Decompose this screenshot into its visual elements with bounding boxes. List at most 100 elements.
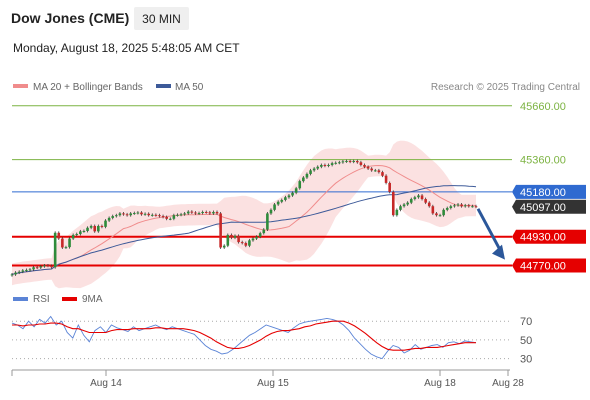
ma50-legend-label: MA 50 — [175, 82, 204, 93]
candle-body — [86, 227, 89, 231]
candle-body — [64, 247, 68, 249]
candle-body — [186, 211, 190, 214]
candle-body — [14, 272, 17, 275]
candle-body — [43, 265, 46, 267]
candle-body — [176, 214, 179, 216]
rsi-level-label-30: 30 — [520, 354, 532, 366]
candle-body — [25, 269, 28, 271]
x-axis: Aug 14 Aug 15 Aug 18 Aug 28 — [11, 369, 524, 389]
ma20-line — [11, 164, 477, 275]
candle-body — [50, 265, 53, 268]
candle-body — [266, 213, 269, 230]
rsi-legend-label: RSI — [33, 294, 50, 305]
candle-body — [79, 231, 82, 235]
candle-body — [402, 204, 406, 207]
candle-body — [391, 191, 395, 216]
ma9-legend-label: 9MA — [82, 294, 103, 305]
credit-text: Research © 2025 Trading Central — [431, 82, 580, 93]
candle-body — [399, 206, 402, 210]
candle-body — [248, 240, 251, 246]
forecast-arrow-head — [492, 244, 505, 260]
candle-body — [463, 205, 467, 207]
candle-body — [294, 188, 298, 193]
candle-body — [413, 197, 417, 200]
candle-body — [154, 214, 158, 216]
candle-body — [179, 214, 183, 216]
candle-body — [316, 166, 320, 169]
rsi-legend: RSI 9MA — [13, 294, 103, 305]
candle-body — [438, 215, 442, 217]
candle-body — [107, 217, 111, 221]
candle-body — [172, 215, 176, 219]
ma9-legend-swatch — [62, 297, 77, 301]
candle-body — [230, 234, 233, 238]
x-label-aug18: Aug 18 — [424, 378, 456, 389]
candle-body — [122, 213, 125, 215]
candle-body — [363, 164, 366, 167]
candle-body — [118, 213, 122, 216]
candle-body — [150, 214, 154, 216]
candle-body — [140, 212, 143, 215]
candle-body — [471, 206, 474, 208]
candle-body — [115, 215, 118, 217]
candle-body — [158, 215, 161, 217]
ma50-legend-swatch — [156, 84, 171, 88]
candle-body — [212, 211, 215, 214]
candle-body — [255, 236, 258, 239]
candle-body — [431, 206, 435, 214]
candle-body — [327, 164, 330, 166]
candle-body — [384, 175, 388, 183]
instrument-title: Dow Jones (CME) — [11, 10, 130, 26]
candle-body — [420, 195, 424, 200]
candle-body — [467, 205, 471, 207]
candle-body — [161, 216, 165, 218]
candle-body — [269, 209, 273, 214]
rsi-line — [11, 315, 477, 360]
candle-body — [219, 213, 222, 248]
price-label-5: 44770.00 — [520, 260, 566, 272]
candle-body — [312, 168, 316, 171]
chart-header: Dow Jones (CME) 30 MIN Monday, August 18… — [0, 0, 590, 70]
candle-body — [104, 220, 107, 227]
candle-body — [82, 230, 86, 232]
candle-body — [359, 162, 363, 165]
candle-body — [287, 195, 291, 198]
candle-body — [204, 211, 208, 213]
candle-body — [244, 243, 248, 246]
candle-body — [388, 182, 391, 192]
ma20-legend-swatch — [13, 84, 28, 88]
candle-body — [240, 242, 244, 244]
candle-body — [291, 192, 294, 196]
candle-body — [194, 212, 197, 214]
x-label-aug15: Aug 15 — [257, 378, 289, 389]
candle-body — [197, 213, 201, 215]
candle-body — [129, 213, 132, 216]
candle-body — [111, 216, 115, 218]
candle-body — [89, 225, 93, 228]
timeframe-badge[interactable]: 30 MIN — [134, 7, 189, 30]
forecast-arrow-shaft — [476, 208, 503, 253]
price-label-2: 45180.00 — [520, 187, 566, 199]
candle-body — [417, 195, 420, 198]
candle-body — [366, 166, 370, 169]
candle-body — [323, 164, 327, 166]
candle-body — [298, 181, 302, 189]
candle-body — [57, 232, 61, 239]
candle-body — [61, 238, 64, 248]
candle-body — [338, 162, 341, 164]
candle-body — [201, 211, 204, 214]
candle-body — [320, 164, 323, 167]
candle-body — [208, 212, 212, 214]
candle-body — [381, 172, 384, 176]
candle-body — [435, 213, 438, 216]
candle-body — [276, 201, 280, 205]
candle-body — [284, 197, 287, 200]
candle-body — [442, 209, 445, 216]
candle-body — [183, 213, 186, 215]
candle-body — [370, 168, 373, 171]
rsi-legend-swatch — [13, 297, 28, 301]
candle-body — [93, 225, 97, 232]
price-label-1: 45360.00 — [520, 155, 566, 167]
candle-body — [377, 170, 381, 173]
